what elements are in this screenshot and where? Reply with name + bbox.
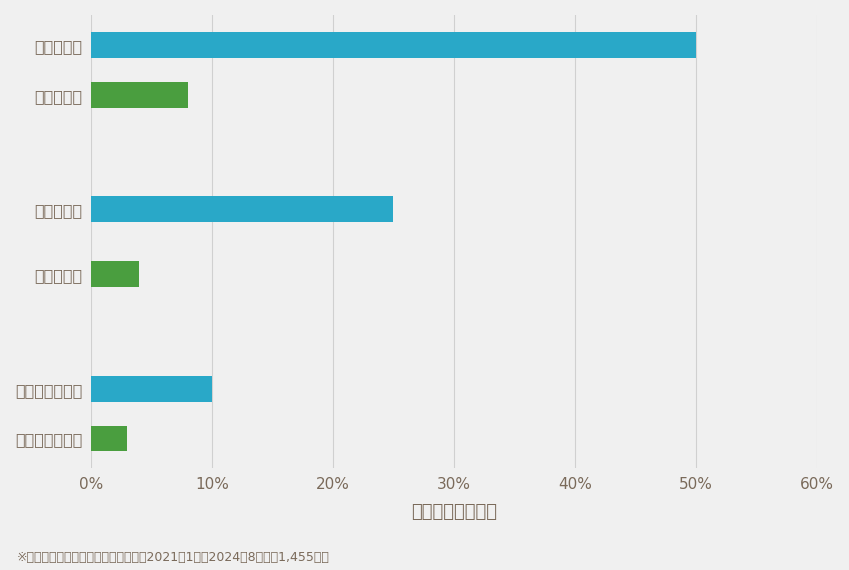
Bar [91, 82, 188, 108]
Bar [91, 32, 696, 58]
Bar [91, 261, 139, 287]
Bar [91, 196, 393, 222]
Text: ※弊社受付の案件を対象に集計（期間2021年1月～2024年8月、計1,455件）: ※弊社受付の案件を対象に集計（期間2021年1月～2024年8月、計1,455件… [17, 551, 330, 564]
X-axis label: 件数の割合（％）: 件数の割合（％） [411, 503, 497, 521]
Bar [91, 426, 127, 451]
Bar [91, 376, 211, 402]
